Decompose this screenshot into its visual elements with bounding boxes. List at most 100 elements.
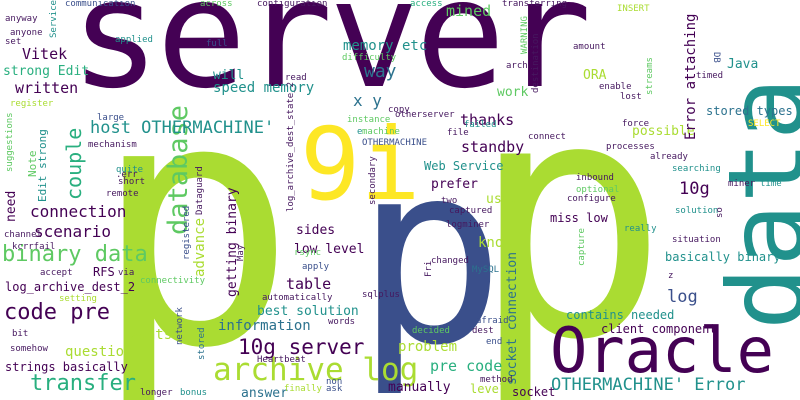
word-capture: capture	[577, 228, 587, 266]
word-optional: optional	[576, 185, 620, 195]
word-access: access	[410, 0, 443, 9]
word-decided: decided	[412, 326, 450, 336]
word-insert: INSERT	[617, 4, 650, 14]
word-archive-log: archive log	[213, 352, 419, 388]
word-timed: timed	[696, 71, 724, 81]
word-memory-etc: memory etc	[343, 38, 428, 54]
word-remote: remote	[106, 189, 139, 199]
word-standby: standby	[461, 138, 525, 156]
word-mined: mined	[446, 2, 492, 20]
word-configure: configure	[567, 194, 616, 204]
word-accept: accept	[40, 268, 73, 278]
word-java: Java	[727, 57, 759, 72]
word-really: really	[624, 224, 657, 234]
word-end: end	[486, 337, 503, 347]
word-rsync: rsync	[294, 248, 322, 258]
word-two: two	[441, 196, 458, 206]
word-log: log	[667, 287, 698, 307]
word-enable: enable	[599, 82, 632, 92]
word-strong-edit: strong Edit	[3, 64, 90, 79]
word-mysql: MySQL	[472, 265, 500, 275]
word-best-solution: best solution	[257, 304, 359, 319]
word-way: way	[364, 61, 397, 82]
word-transferring: transferring	[502, 0, 568, 9]
word-processes: processes	[606, 142, 655, 152]
word-difficulty: difficulty	[342, 53, 397, 63]
word-short: short	[118, 177, 146, 187]
word-solution: solution	[675, 206, 719, 216]
word-failed: failed	[464, 120, 497, 130]
word-logminer: logminer	[446, 220, 490, 230]
word-inbound: inbound	[576, 173, 614, 183]
word-10g: 10g	[679, 179, 710, 199]
word-situation: situation	[672, 235, 721, 245]
word-will: will	[213, 68, 245, 83]
word-suggestions: suggestions	[5, 112, 15, 172]
word-non: non	[326, 377, 343, 387]
word-e: e	[357, 127, 363, 137]
word-heartbeat: Heartbeat	[257, 355, 306, 365]
word-web-service: Web Service	[424, 159, 504, 173]
word-10g-server: 10g server	[238, 335, 365, 359]
word-thanks: thanks	[460, 111, 515, 129]
word-9i: 9i	[300, 106, 421, 223]
word-searching: searching	[672, 164, 721, 174]
word-binary-data: binary data	[2, 242, 148, 267]
word-client-component: client component	[601, 322, 717, 336]
word-dataguard: Dataguard	[195, 166, 205, 215]
word-used: used	[486, 192, 518, 207]
word-log-archive-dest-state-2: log_archive_dest_state_2	[286, 81, 296, 212]
word-configuration: configuration	[257, 0, 328, 9]
word-arch: arch	[506, 61, 528, 71]
word-know: know	[478, 235, 512, 251]
word-low-level: low level	[294, 242, 365, 257]
word-log-archive-dest-2: log_archive_dest_2	[5, 280, 136, 294]
word-other-error: OTHERMACHINE' Error	[551, 375, 746, 395]
word-across: across	[200, 0, 233, 9]
word-manually: manually	[388, 380, 451, 395]
word-bit: bit	[12, 329, 29, 339]
word-vitek: Vitek	[22, 45, 68, 63]
word-force: force	[622, 119, 650, 129]
word-sides: sides	[296, 223, 336, 238]
word-level: level	[470, 382, 507, 396]
word-db: DB	[711, 52, 721, 63]
word-anyone: anyone	[10, 28, 43, 38]
word-so: so	[715, 207, 725, 218]
word-changed: changed	[431, 256, 469, 266]
word-bonus: bonus	[180, 388, 208, 398]
word-applied: applied	[115, 35, 153, 45]
word-othermachine: OTHERMACHINE	[362, 138, 428, 148]
word-note: Note	[26, 150, 39, 178]
word-secondary: secondary	[368, 156, 378, 205]
word-p-center: p	[355, 109, 506, 400]
word-register: register	[10, 99, 54, 109]
word-instance: instance	[347, 115, 391, 125]
word-captured: captured	[449, 206, 493, 216]
word-information: information	[218, 318, 311, 334]
word-socket: socket	[512, 385, 556, 399]
word-copy: copy	[388, 105, 410, 115]
word-apply: apply	[302, 262, 330, 272]
word-z: z	[668, 271, 674, 281]
word-automatically: automatically	[262, 293, 333, 303]
word-kcrrfail: kcrrfail	[12, 242, 56, 252]
word-table: table	[286, 275, 332, 293]
word-answer: answer	[241, 386, 288, 400]
word-service: Service	[49, 0, 59, 38]
word-code-pre: code pre	[4, 300, 110, 325]
word-host-other: host OTHERMACHINE'	[90, 118, 275, 138]
word-rfs: RFS	[93, 265, 115, 279]
word-question: question	[65, 344, 133, 360]
word-possible: possible	[632, 124, 695, 139]
word-problem: problem	[398, 339, 458, 355]
word-communication: communication	[65, 0, 136, 9]
word-full: full	[206, 39, 228, 49]
word-advance: advance	[192, 217, 208, 277]
word-amount: amount	[573, 42, 606, 52]
word-set: set	[5, 37, 22, 47]
word-file: file	[447, 128, 469, 138]
word-strings-basically: strings basically	[5, 360, 128, 374]
word-couple: couple	[62, 127, 86, 200]
